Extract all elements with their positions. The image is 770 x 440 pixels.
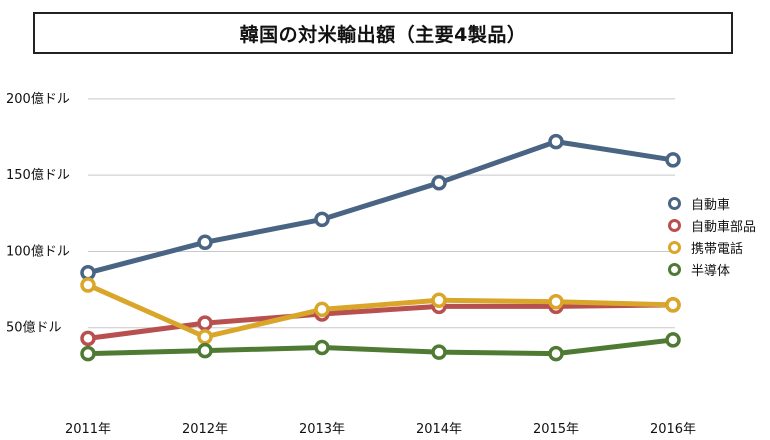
data-point (197, 342, 213, 359)
legend-item: 自動車部品 (668, 214, 756, 236)
data-point (548, 345, 564, 362)
y-tick-label: 100億ドル (6, 243, 70, 259)
x-tick-label: 2016年 (650, 422, 696, 437)
data-point (80, 345, 96, 362)
x-tick-label: 2012年 (182, 422, 228, 437)
data-point (80, 265, 96, 281)
legend-marker (668, 240, 681, 254)
chart-title-box: 韓国の対米輸出額（主要4製品） (33, 12, 733, 54)
data-point (314, 301, 330, 318)
legend-label: 半導体 (691, 263, 731, 279)
series-line (85, 282, 676, 340)
legend-item: 自動車 (668, 192, 756, 214)
data-point (197, 234, 213, 251)
data-point (431, 175, 447, 191)
series-line (85, 337, 676, 357)
legend-marker (668, 196, 681, 210)
legend-item: 半導体 (668, 258, 756, 280)
chart-title: 韓国の対米輸出額（主要4製品） (239, 23, 527, 46)
data-point (197, 315, 213, 331)
legend-marker (668, 262, 681, 276)
x-tick-label: 2015年 (533, 422, 579, 437)
data-point (314, 211, 330, 228)
data-point (431, 344, 447, 360)
x-tick-label: 2014年 (416, 422, 462, 437)
data-point (314, 339, 330, 356)
y-tick-label: 50億ドル (6, 320, 62, 336)
data-point (80, 277, 96, 293)
data-point (431, 292, 447, 309)
data-point (548, 133, 564, 150)
y-tick-label: 150億ドル (6, 167, 70, 183)
legend-marker (668, 218, 681, 232)
data-point (548, 294, 564, 310)
series-line (85, 139, 676, 276)
x-tick-label: 2011年 (65, 422, 111, 437)
data-point (665, 297, 681, 313)
legend-item: 携帯電話 (668, 236, 756, 258)
chart-legend: 自動車自動車部品携帯電話半導体 (668, 192, 756, 280)
legend-label: 自動車 (691, 197, 731, 213)
data-point (80, 330, 96, 347)
legend-label: 携帯電話 (691, 241, 744, 257)
y-tick-label: 200億ドル (6, 91, 70, 107)
legend-label: 自動車部品 (691, 219, 757, 235)
data-point (197, 329, 213, 345)
data-point (665, 152, 681, 168)
data-point (665, 332, 681, 348)
x-tick-label: 2013年 (299, 422, 345, 437)
